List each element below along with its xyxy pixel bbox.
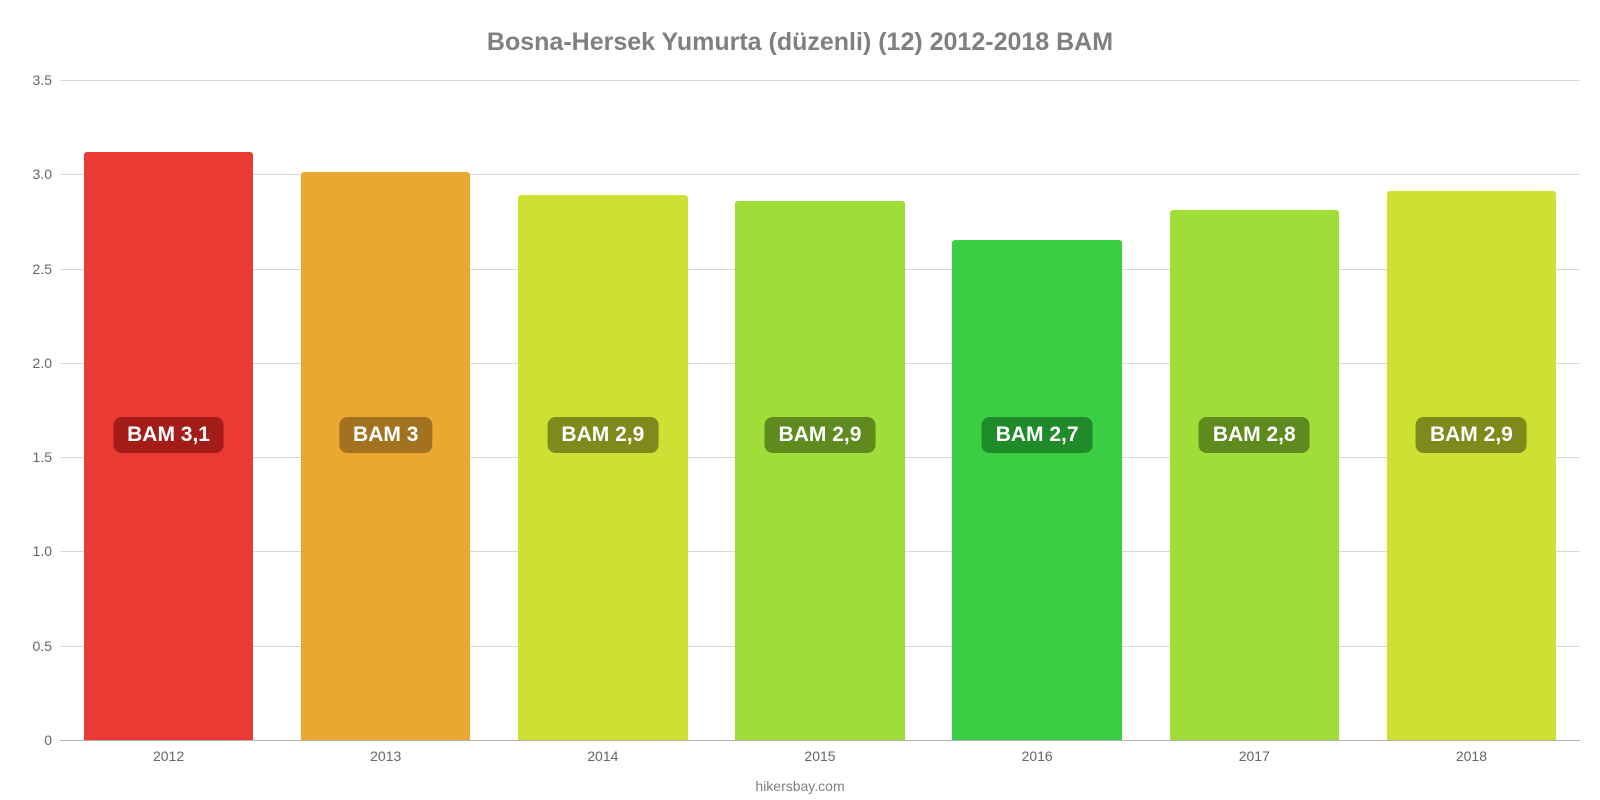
bar-slot: BAM 3: [277, 80, 494, 740]
bar: BAM 2,9: [1387, 191, 1556, 740]
bar-value-label: BAM 3,1: [113, 417, 224, 453]
bar: BAM 3: [301, 172, 470, 740]
bar-slot: BAM 2,9: [1363, 80, 1580, 740]
bar-value-label: BAM 2,8: [1199, 417, 1310, 453]
attribution: hikersbay.com: [0, 778, 1600, 794]
y-tick-label: 0.5: [6, 638, 52, 654]
x-tick-label: 2014: [587, 748, 618, 764]
x-tick-label: 2012: [153, 748, 184, 764]
plot-area: BAM 3,1 BAM 3 BAM 2,9 BAM 2,9 BAM 2,7 BAM 2,8…: [60, 80, 1580, 740]
y-tick-label: 2.5: [6, 261, 52, 277]
x-tick-label: 2013: [370, 748, 401, 764]
y-tick-label: 0: [6, 732, 52, 748]
bar-slot: BAM 3,1: [60, 80, 277, 740]
x-tick-label: 2016: [1022, 748, 1053, 764]
y-tick-label: 1.5: [6, 449, 52, 465]
bar-slot: BAM 2,9: [494, 80, 711, 740]
bar-value-label: BAM 2,9: [1416, 417, 1527, 453]
chart-container: Bosna-Hersek Yumurta (düzenli) (12) 2012…: [0, 0, 1600, 800]
bar-value-label: BAM 3: [339, 417, 432, 453]
y-tick-label: 3.0: [6, 166, 52, 182]
bar: BAM 2,9: [735, 201, 904, 740]
y-tick-label: 1.0: [6, 543, 52, 559]
bars-group: BAM 3,1 BAM 3 BAM 2,9 BAM 2,9 BAM 2,7 BAM 2,8…: [60, 80, 1580, 740]
x-tick-label: 2017: [1239, 748, 1270, 764]
bar-slot: BAM 2,7: [929, 80, 1146, 740]
bar-slot: BAM 2,8: [1146, 80, 1363, 740]
x-tick-label: 2015: [804, 748, 835, 764]
x-axis-line: [60, 740, 1580, 741]
bar: BAM 2,7: [952, 240, 1121, 740]
bar: BAM 2,9: [518, 195, 687, 740]
x-tick-label: 2018: [1456, 748, 1487, 764]
bar-value-label: BAM 2,9: [765, 417, 876, 453]
chart-title: Bosna-Hersek Yumurta (düzenli) (12) 2012…: [0, 28, 1600, 57]
bar-value-label: BAM 2,9: [547, 417, 658, 453]
y-tick-label: 3.5: [6, 72, 52, 88]
bar: BAM 2,8: [1170, 210, 1339, 740]
bar-slot: BAM 2,9: [711, 80, 928, 740]
bar: BAM 3,1: [84, 152, 253, 740]
y-tick-label: 2.0: [6, 355, 52, 371]
bar-value-label: BAM 2,7: [982, 417, 1093, 453]
